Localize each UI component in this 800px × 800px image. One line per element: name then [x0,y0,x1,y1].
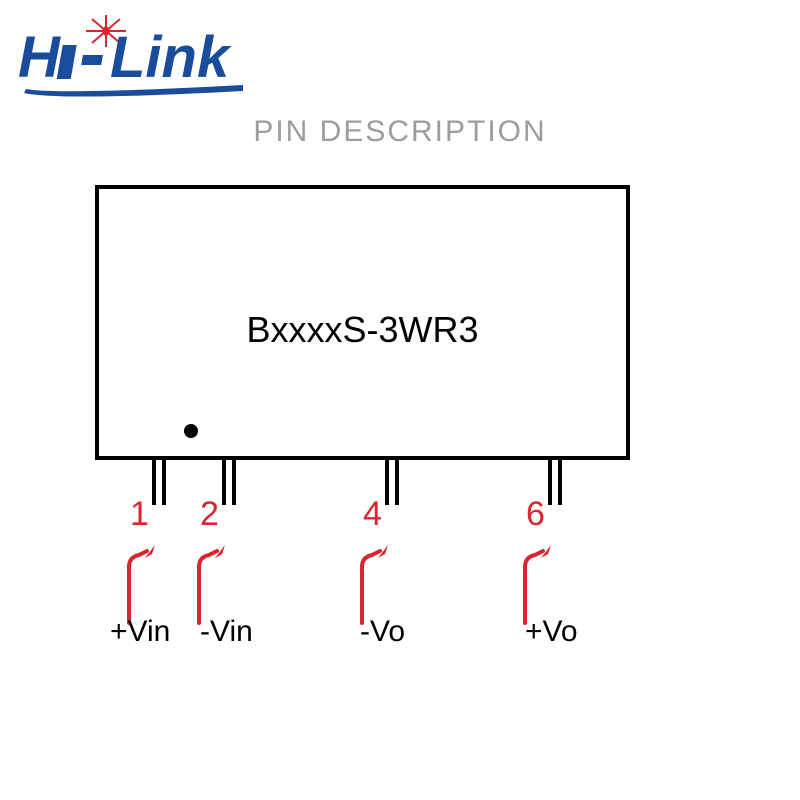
pin-leg [162,460,166,505]
pin-number-1: 1 [130,495,149,534]
pin-number-2: 2 [200,495,219,534]
pin-leg [222,460,226,505]
pin-leg [152,460,156,505]
pin-number-4: 4 [363,495,382,534]
pin-label-2: -Vin [200,615,253,649]
pin-leg [558,460,562,505]
svg-text:Link: Link [110,25,232,90]
pin-leg [395,460,399,505]
logo: H Link [18,15,248,110]
pin-leg [385,460,389,505]
pin1-indicator-dot [184,424,198,438]
title-text: PIN DESCRIPTION [253,115,546,148]
pin-leg [548,460,552,505]
module-box: BxxxxS-3WR3 [95,185,630,460]
hilink-logo-svg: H Link [18,15,248,105]
pin-leg [232,460,236,505]
pin-label-4: -Vo [360,615,405,649]
page-title: PIN DESCRIPTION [0,115,800,149]
pin-number-6: 6 [526,495,545,534]
svg-text:H: H [18,25,61,90]
pin-label-1: +Vin [110,615,170,649]
module-part-number: BxxxxS-3WR3 [99,309,626,351]
pin-label-6: +Vo [525,615,578,649]
